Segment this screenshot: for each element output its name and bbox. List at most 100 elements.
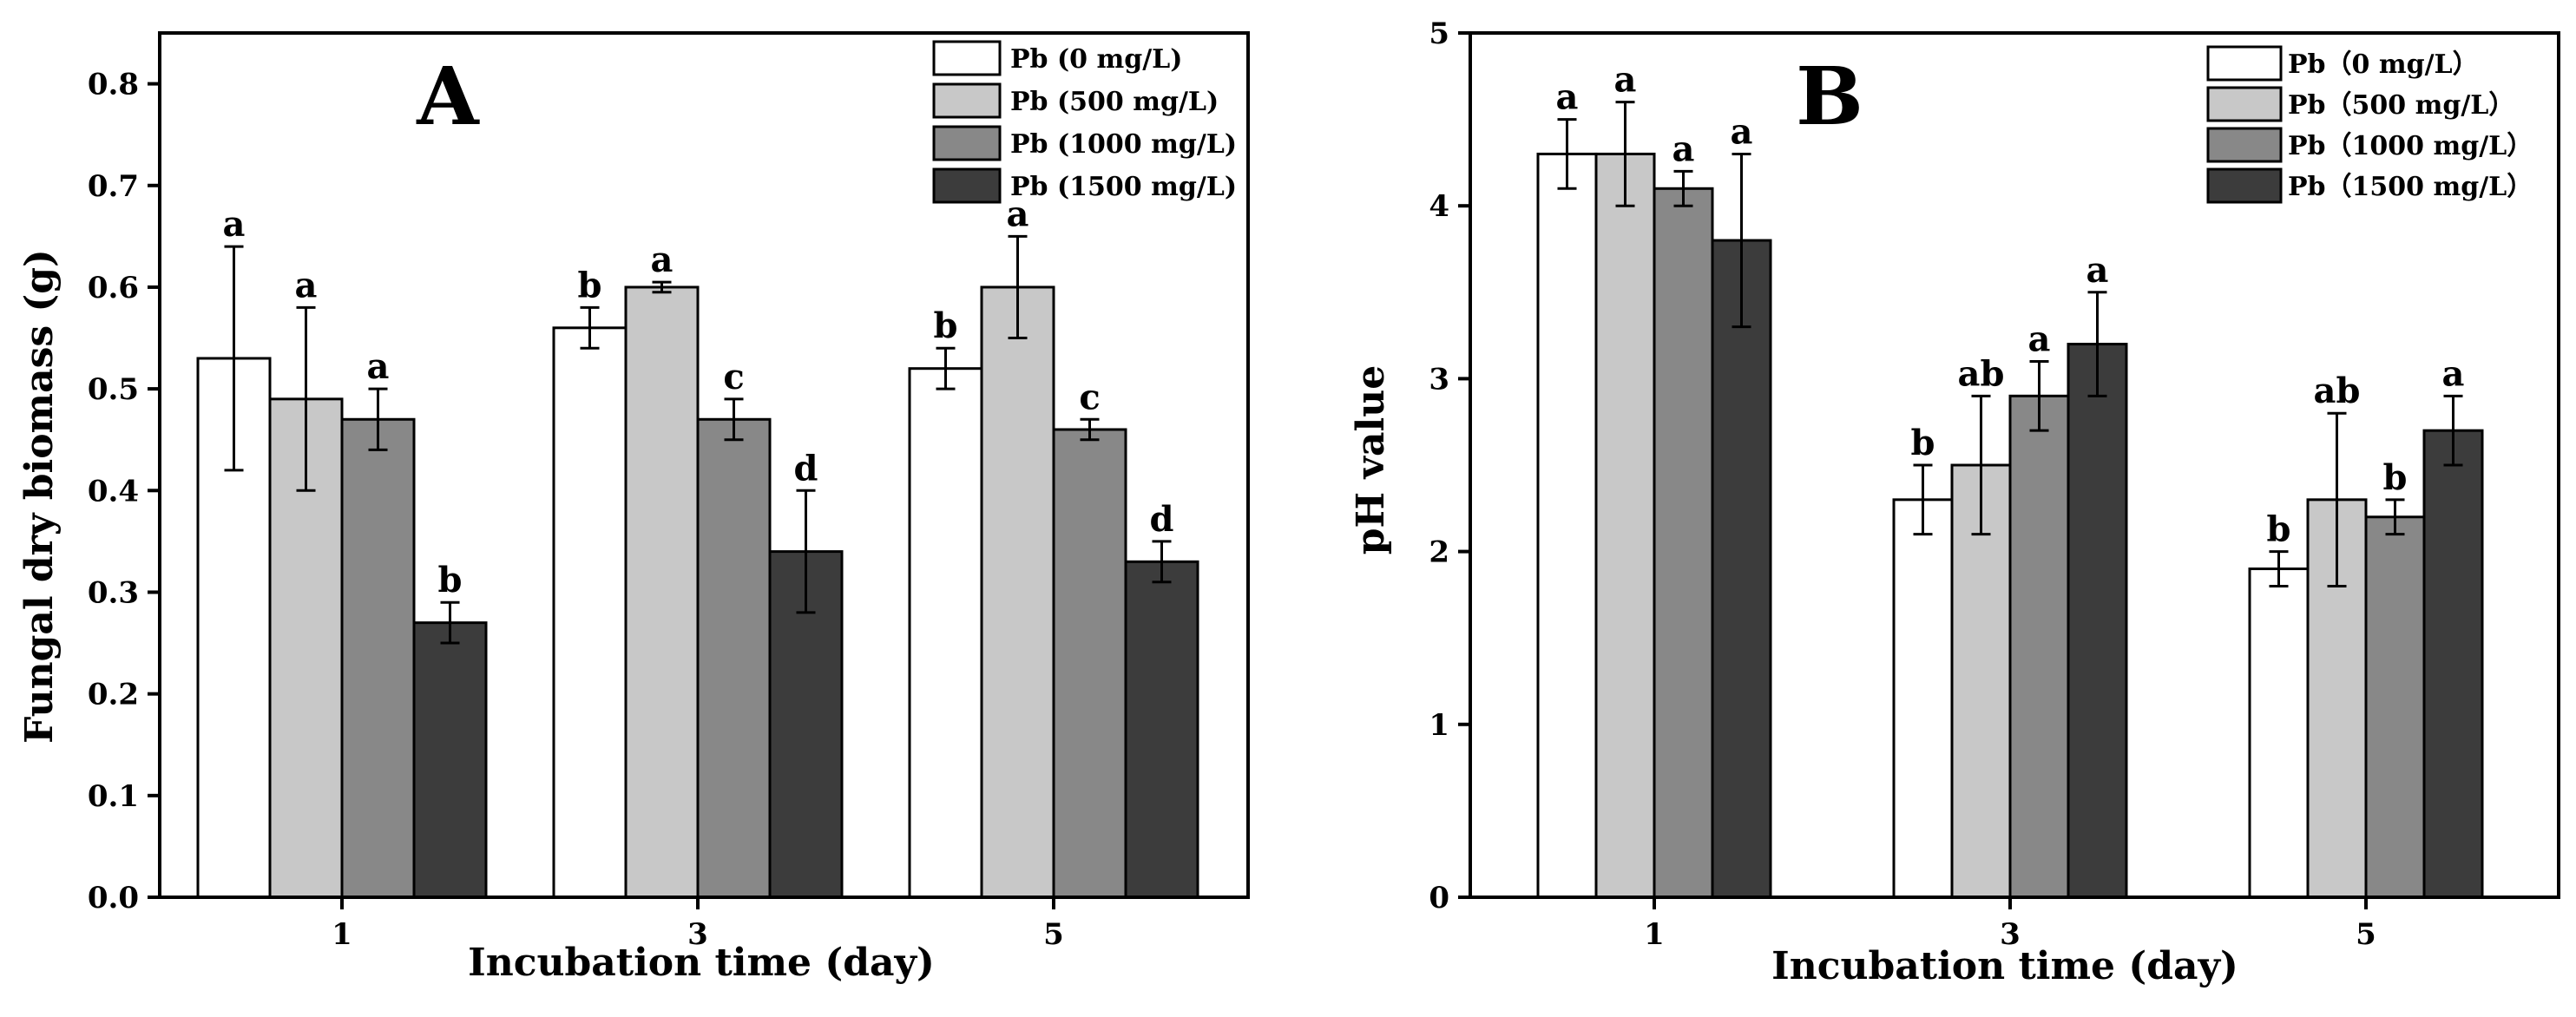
panel-a-legend-label: Pb (1500 mg/L) [1010,172,1237,202]
panel-b-x-ticks: 1 3 5 [1644,897,2376,952]
panel-a-error-bar [224,245,244,472]
panel-b-significance-label: a [1614,60,1637,101]
panel-b-bar [1711,239,1772,899]
panel-b-error-bar [2327,411,2347,587]
panel-b-error-bar [2269,550,2289,587]
panel-b-y-tick-label: 5 [1429,16,1449,51]
panel-a-error-bar [1080,417,1100,442]
panel-a-error-bar [1152,540,1172,584]
panel-b-bar [2067,343,2128,899]
panel-b-error-bar [1615,101,1635,207]
panel-a-y-ticks: 0.0 0.1 0.2 0.3 0.4 0.5 0.6 0.7 0.8 [88,68,160,915]
panel-a-legend: Pb (0 mg/L) Pb (500 mg/L) Pb (1000 mg/L) Pb… [932,40,1237,204]
panel-a-bar [696,417,772,899]
panel-b-legend-swatch [2206,127,2283,163]
panel-b-error-bar [2443,394,2463,467]
panel-b-significance-label: ab [1958,353,2005,394]
panel-a-y-tick-label: 0.8 [88,68,139,102]
panel-a-legend-swatch [932,82,1002,119]
panel-b-y-tick-label: 4 [1429,189,1449,224]
panel-a-bar [552,326,628,899]
panel-b-y-ticks: 0 1 2 3 4 5 [1429,16,1470,915]
panel-a-error-bar [296,305,316,492]
panel-b-error-bar [1557,118,1577,190]
panel-a-chart: A Incubation time (day) Fungal dry bioma… [17,31,1250,985]
panel-b-error-bar [2087,291,2107,397]
panel-a-y-tick-label: 0.0 [88,881,139,915]
panel-b-y-tick-label: 0 [1429,881,1449,915]
panel-b-significance-label: b [2267,509,2291,550]
panel-a-error-bar [936,346,956,390]
panel-a-significance-label: a [651,239,674,280]
panel-a-y-tick-label: 0.4 [88,474,139,508]
panel-b-y-tick-label: 1 [1429,708,1449,743]
panel-b-bar [1653,187,1714,899]
panel-b-legend-label: Pb（500 mg/L） [2288,90,2514,121]
panel-b-bar [2364,515,2426,899]
panel-b-significance-label: a [2086,250,2109,291]
panel-a-error-bar [440,600,460,645]
panel-b-significance-label: b [2383,457,2408,498]
panel-label-a: A [416,49,480,143]
panel-b-significance-label: a [2442,353,2465,394]
panel-b-x-axis-title: Incubation time (day) [1771,944,2238,988]
panel-a-significance-label: a [295,265,318,305]
panel-a-significance-label: a [367,346,390,387]
panel-b-legend-swatch [2206,167,2283,204]
panel-b-y-axis-title: pH value [1349,365,1393,554]
panel-a-significance-label: a [223,204,246,245]
panel-b-significance-label: a [2028,318,2051,359]
panel-a-legend-swatch [932,167,1002,204]
panel-b-error-bar [1913,463,1933,536]
panel-b-bar [1892,498,1954,899]
panel-a-significance-label: b [438,560,463,600]
panel-b-bar [2008,394,2070,899]
panel-a-significance-label: d [1150,499,1174,540]
panel-a-bar [980,285,1055,899]
panel-a-y-axis-title: Fungal dry biomass (g) [17,249,62,744]
panel-b-x-tick-label: 1 [1644,917,1665,952]
panel-a-bar [1124,560,1199,899]
panel-b-legend: Pb（0 mg/L） Pb（500 mg/L） Pb（1000 mg/L） Pb（15… [2206,45,2533,204]
panel-a-error-bar [580,305,600,350]
panel-b-error-bar [2385,498,2405,536]
panel-label-b: B [1796,49,1863,143]
panel-b-significance-label: a [1672,128,1695,169]
panel-a-legend-label: Pb (0 mg/L) [1010,44,1182,75]
panel-a-significance-label: c [1079,377,1100,417]
panel-b-plot-frame [1469,31,2560,899]
panel-b-legend-label: Pb（1500 mg/L） [2288,172,2533,202]
panel-b-error-bar [1732,152,1751,329]
panel-a-y-tick-label: 0.7 [88,169,139,204]
panel-a-legend-label: Pb (500 mg/L) [1010,87,1219,117]
panel-a-error-bar [796,489,816,614]
panel-b-x-tick-label: 3 [2000,917,2021,952]
panel-a-y-tick-label: 0.2 [88,678,139,712]
panel-b-chart: B Incubation time (day) pH value 012345 … [1349,16,2560,988]
panel-b-error-bars [1557,101,2463,587]
panel-b-error-bar [1673,169,1693,207]
panel-a-significance-label: b [934,305,958,346]
panel-a-bar [908,367,983,899]
panel-b-bar [2248,568,2310,899]
panel-b-y-tick-label: 3 [1429,362,1449,397]
panel-b-significance-label: ab [2314,371,2361,411]
panel-a-legend-swatch [932,40,1002,76]
panel-b-bar [1536,152,1598,899]
panel-a-error-bar [368,387,388,451]
panel-a-error-bar [724,397,744,442]
panel-a-x-tick-label: 3 [687,917,708,952]
panel-a-bar [624,285,700,899]
panel-a-error-bar [1008,234,1028,340]
panel-b-legend-label: Pb（1000 mg/L） [2288,131,2533,161]
panel-b-y-tick-label: 2 [1429,535,1449,570]
panel-b-bar [1594,152,1656,899]
panel-a-y-tick-label: 0.1 [88,779,139,814]
panel-a-significance-label: c [723,357,744,397]
panel-b-x-tick-label: 5 [2356,917,2376,952]
panel-a-bar [412,621,488,899]
panel-a-bar [1052,428,1127,899]
panel-b-significance-label: a [1556,77,1579,118]
panel-a-plot-frame [158,31,1250,899]
